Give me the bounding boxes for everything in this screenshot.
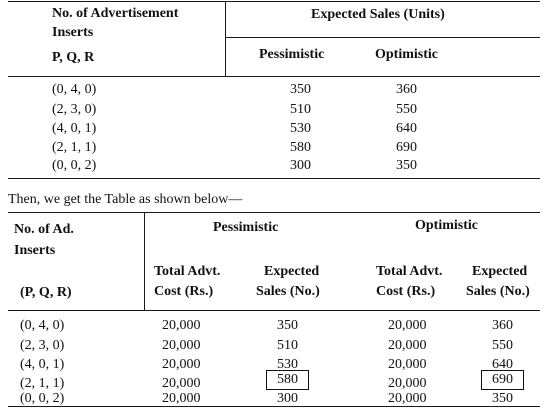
table1-group-rule <box>225 37 540 38</box>
table2-cell-pqr: (0, 4, 0) <box>20 318 65 333</box>
table2-cell-opt-cost: 20,000 <box>388 338 427 353</box>
table2-cell-pess-sales-highlighted: 580 <box>266 370 309 390</box>
table2-cell-pess-cost: 20,000 <box>162 391 201 406</box>
table2-cell-opt-sales: 350 <box>492 391 513 406</box>
table2-cell-pqr: (0, 0, 2) <box>20 391 65 406</box>
table1-cell-optimistic: 640 <box>396 121 417 136</box>
table2-sub-cost-o-line1: Total Advt. <box>376 264 443 279</box>
table2-sub-sales-o-line2: Sales (No.) <box>466 284 530 299</box>
table2-column-divider <box>144 212 145 310</box>
table1-cell-pqr: (2, 3, 0) <box>52 102 97 117</box>
table1-header-inserts-line1: No. of Advertisement <box>52 6 179 21</box>
table2-header-rule <box>8 310 540 311</box>
table2-cell-pqr: (2, 3, 0) <box>20 338 65 353</box>
table2-sub-sales-p-line1: Expected <box>264 264 320 279</box>
table1-column-divider <box>225 1 226 77</box>
table2-cell-pqr: (4, 0, 1) <box>20 357 65 372</box>
table1-header-pessimistic: Pessimistic <box>259 47 325 62</box>
table1-cell-pessimistic: 350 <box>290 82 311 97</box>
table1-cell-optimistic: 350 <box>396 158 417 173</box>
table2-sub-cost-p-line1: Total Advt. <box>154 264 221 279</box>
table1-cell-pqr: (0, 0, 2) <box>52 158 97 173</box>
table2-sub-cost-o-line2: Cost (Rs.) <box>376 284 436 299</box>
table1-cell-pqr: (2, 1, 1) <box>52 140 97 155</box>
table1-cell-optimistic: 550 <box>396 102 417 117</box>
body-text: Then, we get the Table as shown below— <box>8 192 243 207</box>
table2-cell-pess-cost: 20,000 <box>162 338 201 353</box>
table1-cell-pessimistic: 530 <box>290 121 311 136</box>
table2-cell-opt-sales-highlighted: 690 <box>481 370 524 390</box>
table2-sub-sales-p-line2: Sales (No.) <box>256 284 320 299</box>
table1-cell-pessimistic: 300 <box>290 158 311 173</box>
table2-cell-opt-sales: 360 <box>492 318 513 333</box>
table1-top-rule <box>8 1 540 2</box>
table2-cell-opt-cost: 20,000 <box>388 376 427 391</box>
table2-group-pessimistic: Pessimistic <box>213 220 279 235</box>
table2-cell-opt-sales: 640 <box>492 357 513 372</box>
table1-cell-optimistic: 690 <box>396 140 417 155</box>
table1-cell-pqr: (4, 0, 1) <box>52 121 97 136</box>
table1-header-optimistic: Optimistic <box>375 47 438 62</box>
table1-cell-pqr: (0, 4, 0) <box>52 82 97 97</box>
table2-group-optimistic: Optimistic <box>415 218 478 233</box>
table2-cell-pess-cost: 20,000 <box>162 318 201 333</box>
table1-header-inserts-line2: Inserts <box>52 25 94 40</box>
table2-cell-pess-cost: 20,000 <box>162 376 201 391</box>
table2-sub-sales-o-line1: Expected <box>472 264 528 279</box>
table2-cell-pess-sales: 530 <box>277 357 298 372</box>
table2-cell-opt-cost: 20,000 <box>388 357 427 372</box>
table2-cell-pess-sales: 510 <box>277 338 298 353</box>
table1-cell-pessimistic: 510 <box>290 102 311 117</box>
table2-cell-opt-cost: 20,000 <box>388 391 427 406</box>
table1-header-expected-sales: Expected Sales (Units) <box>311 7 445 22</box>
table2-top-rule <box>8 212 540 213</box>
table1-cell-pessimistic: 580 <box>290 140 311 155</box>
table1-header-rule <box>8 76 540 77</box>
table1-cell-optimistic: 360 <box>396 82 417 97</box>
table2-bottom-rule <box>8 406 540 407</box>
table2-header-inserts-line2: Inserts <box>14 243 56 258</box>
table2-cell-pess-cost: 20,000 <box>162 357 201 372</box>
table2-cell-pess-sales: 300 <box>277 391 298 406</box>
table2-cell-pqr: (2, 1, 1) <box>20 376 65 391</box>
table2-cell-opt-cost: 20,000 <box>388 318 427 333</box>
table2-cell-pess-sales: 350 <box>277 318 298 333</box>
table1-header-pqr: P, Q, R <box>52 50 95 65</box>
table2-header-pqr: (P, Q, R) <box>20 285 72 300</box>
table2-header-inserts-line1: No. of Ad. <box>14 222 74 237</box>
table2-cell-opt-sales: 550 <box>492 338 513 353</box>
table1-bottom-rule <box>8 178 540 179</box>
table2-sub-cost-p-line2: Cost (Rs.) <box>154 284 214 299</box>
